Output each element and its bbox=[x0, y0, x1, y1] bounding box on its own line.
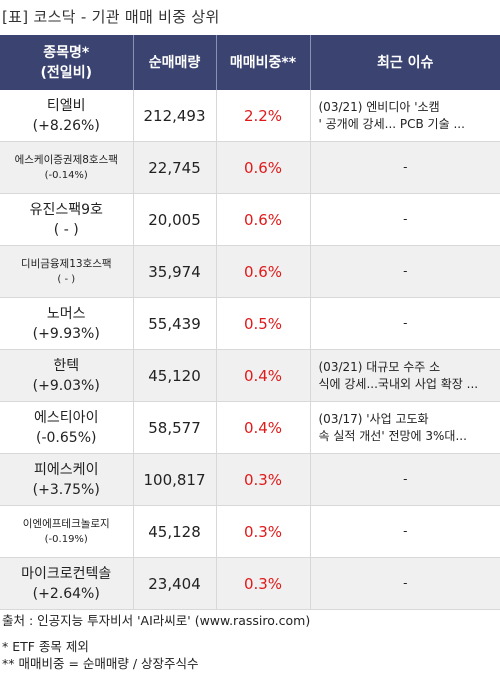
net-volume: 20,005 bbox=[133, 193, 217, 246]
net-volume: 22,745 bbox=[133, 141, 217, 194]
recent-issue-cell: - bbox=[310, 557, 500, 610]
price-change: ( - ) bbox=[57, 273, 76, 285]
table-row: 한텍 (+9.03%) 45,120 0.4% (03/21) 대규모 수주 소 식에 강… bbox=[0, 349, 500, 402]
net-volume: 45,120 bbox=[133, 349, 217, 402]
stock-name-cell: 이엔에프테크놀로지 (-0.19%) bbox=[0, 505, 134, 558]
recent-issue-cell: - bbox=[310, 297, 500, 350]
recent-issue-line2: ' 공개에 강세... PCB 기술 ... bbox=[318, 116, 465, 131]
trade-ratio: 0.4% bbox=[216, 349, 311, 402]
stock-name: 에스케이증권제8호스팩 bbox=[14, 153, 118, 166]
trade-ratio: 2.2% bbox=[216, 90, 311, 142]
table-row: 에스티아이 (-0.65%) 58,577 0.4% (03/17) '사업 고도화 속 … bbox=[0, 401, 500, 454]
net-volume: 58,577 bbox=[133, 401, 217, 454]
price-change: (-0.65%) bbox=[36, 429, 97, 446]
net-volume: 35,974 bbox=[133, 245, 217, 298]
header-name-line1: 종목명* bbox=[43, 44, 90, 61]
stock-name: 한텍 bbox=[53, 357, 80, 374]
table-row: 디비금융제13호스팩 ( - ) 35,974 0.6% - bbox=[0, 245, 500, 298]
net-volume: 23,404 bbox=[133, 557, 217, 610]
header-issue: 최근 이슈 bbox=[310, 35, 500, 90]
table-row: 노머스 (+9.93%) 55,439 0.5% - bbox=[0, 297, 500, 350]
stock-name: 에스티아이 bbox=[34, 409, 99, 426]
footnote-ratio: ** 매매비중 = 순매매량 / 상장주식수 bbox=[2, 656, 199, 671]
recent-issue-cell: - bbox=[310, 245, 500, 298]
trade-ratio: 0.5% bbox=[216, 297, 311, 350]
source-note: 출처 : 인공지능 투자비서 'AI라씨로' (www.rassiro.com) bbox=[2, 613, 311, 628]
net-volume: 55,439 bbox=[133, 297, 217, 350]
trade-ratio: 0.3% bbox=[216, 505, 311, 558]
trade-ratio: 0.6% bbox=[216, 141, 311, 194]
net-volume: 100,817 bbox=[133, 453, 217, 506]
price-change: (-0.19%) bbox=[44, 533, 88, 545]
price-change: (+9.93%) bbox=[32, 325, 100, 342]
recent-issue-line2: 식에 강세...국내외 사업 확장 ... bbox=[318, 376, 479, 391]
price-change: (+3.75%) bbox=[32, 481, 100, 498]
table-header-row: 종목명* (전일비) 순매매량 매매비중** 최근 이슈 bbox=[0, 35, 500, 90]
table-row: 이엔에프테크놀로지 (-0.19%) 45,128 0.3% - bbox=[0, 505, 500, 558]
recent-issue-line1: (03/21) 대규모 수주 소 bbox=[318, 359, 441, 374]
stock-name: 피에스케이 bbox=[34, 461, 99, 478]
trade-ratio: 0.6% bbox=[216, 245, 311, 298]
stock-name-cell: 티엘비 (+8.26%) bbox=[0, 90, 134, 142]
table-row: 유진스팩9호 ( - ) 20,005 0.6% - bbox=[0, 193, 500, 246]
stock-name-cell: 노머스 (+9.93%) bbox=[0, 297, 134, 350]
net-volume: 45,128 bbox=[133, 505, 217, 558]
price-change: (+2.64%) bbox=[32, 585, 100, 602]
stock-name-cell: 유진스팩9호 ( - ) bbox=[0, 193, 134, 246]
net-volume: 212,493 bbox=[133, 90, 217, 142]
stock-name: 유진스팩9호 bbox=[29, 201, 103, 218]
header-name-line2: (전일비) bbox=[40, 64, 92, 81]
stock-name-cell: 에스케이증권제8호스팩 (-0.14%) bbox=[0, 141, 134, 194]
stock-name: 이엔에프테크놀로지 bbox=[22, 517, 110, 530]
trade-ratio: 0.3% bbox=[216, 557, 311, 610]
price-change: (+8.26%) bbox=[32, 117, 100, 134]
table-row: 티엘비 (+8.26%) 212,493 2.2% (03/21) 엔비디아 '소캠 ' … bbox=[0, 90, 500, 142]
stock-name: 티엘비 bbox=[46, 97, 86, 114]
recent-issue-cell: - bbox=[310, 453, 500, 506]
price-change: ( - ) bbox=[53, 221, 79, 238]
stock-name-cell: 피에스케이 (+3.75%) bbox=[0, 453, 134, 506]
stock-name: 노머스 bbox=[46, 305, 86, 322]
table-row: 마이크로컨텍솔 (+2.64%) 23,404 0.3% - bbox=[0, 557, 500, 610]
recent-issue-cell: - bbox=[310, 141, 500, 194]
table-title: [표] 코스닥 - 기관 매매 비중 상위 bbox=[2, 8, 220, 26]
stock-name-cell: 한텍 (+9.03%) bbox=[0, 349, 134, 402]
footnote-etf: * ETF 종목 제외 bbox=[2, 639, 89, 654]
trade-ratio: 0.3% bbox=[216, 453, 311, 506]
table-row: 에스케이증권제8호스팩 (-0.14%) 22,745 0.6% - bbox=[0, 141, 500, 194]
stock-name: 디비금융제13호스팩 bbox=[20, 257, 112, 270]
recent-issue-line1: (03/17) '사업 고도화 bbox=[318, 411, 429, 426]
header-volume: 순매매량 bbox=[133, 35, 217, 90]
price-change: (-0.14%) bbox=[44, 169, 88, 181]
recent-issue-cell: - bbox=[310, 505, 500, 558]
price-change: (+9.03%) bbox=[32, 377, 100, 394]
stock-name-cell: 디비금융제13호스팩 ( - ) bbox=[0, 245, 134, 298]
trade-ratio: 0.4% bbox=[216, 401, 311, 454]
institution-trading-table: 종목명* (전일비) 순매매량 매매비중** 최근 이슈 티엘비 (+8.26%)… bbox=[0, 35, 500, 610]
trade-ratio: 0.6% bbox=[216, 193, 311, 246]
stock-name-cell: 에스티아이 (-0.65%) bbox=[0, 401, 134, 454]
stock-name-cell: 마이크로컨텍솔 (+2.64%) bbox=[0, 557, 134, 610]
stock-name: 마이크로컨텍솔 bbox=[21, 565, 112, 582]
recent-issue-line1: (03/21) 엔비디아 '소캠 bbox=[318, 99, 440, 114]
recent-issue-line2: 속 실적 개선' 전망에 3%대... bbox=[318, 428, 467, 443]
recent-issue-cell: - bbox=[310, 193, 500, 246]
header-name: 종목명* (전일비) bbox=[0, 35, 134, 90]
header-ratio: 매매비중** bbox=[216, 35, 311, 90]
table-row: 피에스케이 (+3.75%) 100,817 0.3% - bbox=[0, 453, 500, 506]
recent-issue-cell: (03/21) 엔비디아 '소캠 ' 공개에 강세... PCB 기술 ... bbox=[310, 90, 500, 142]
